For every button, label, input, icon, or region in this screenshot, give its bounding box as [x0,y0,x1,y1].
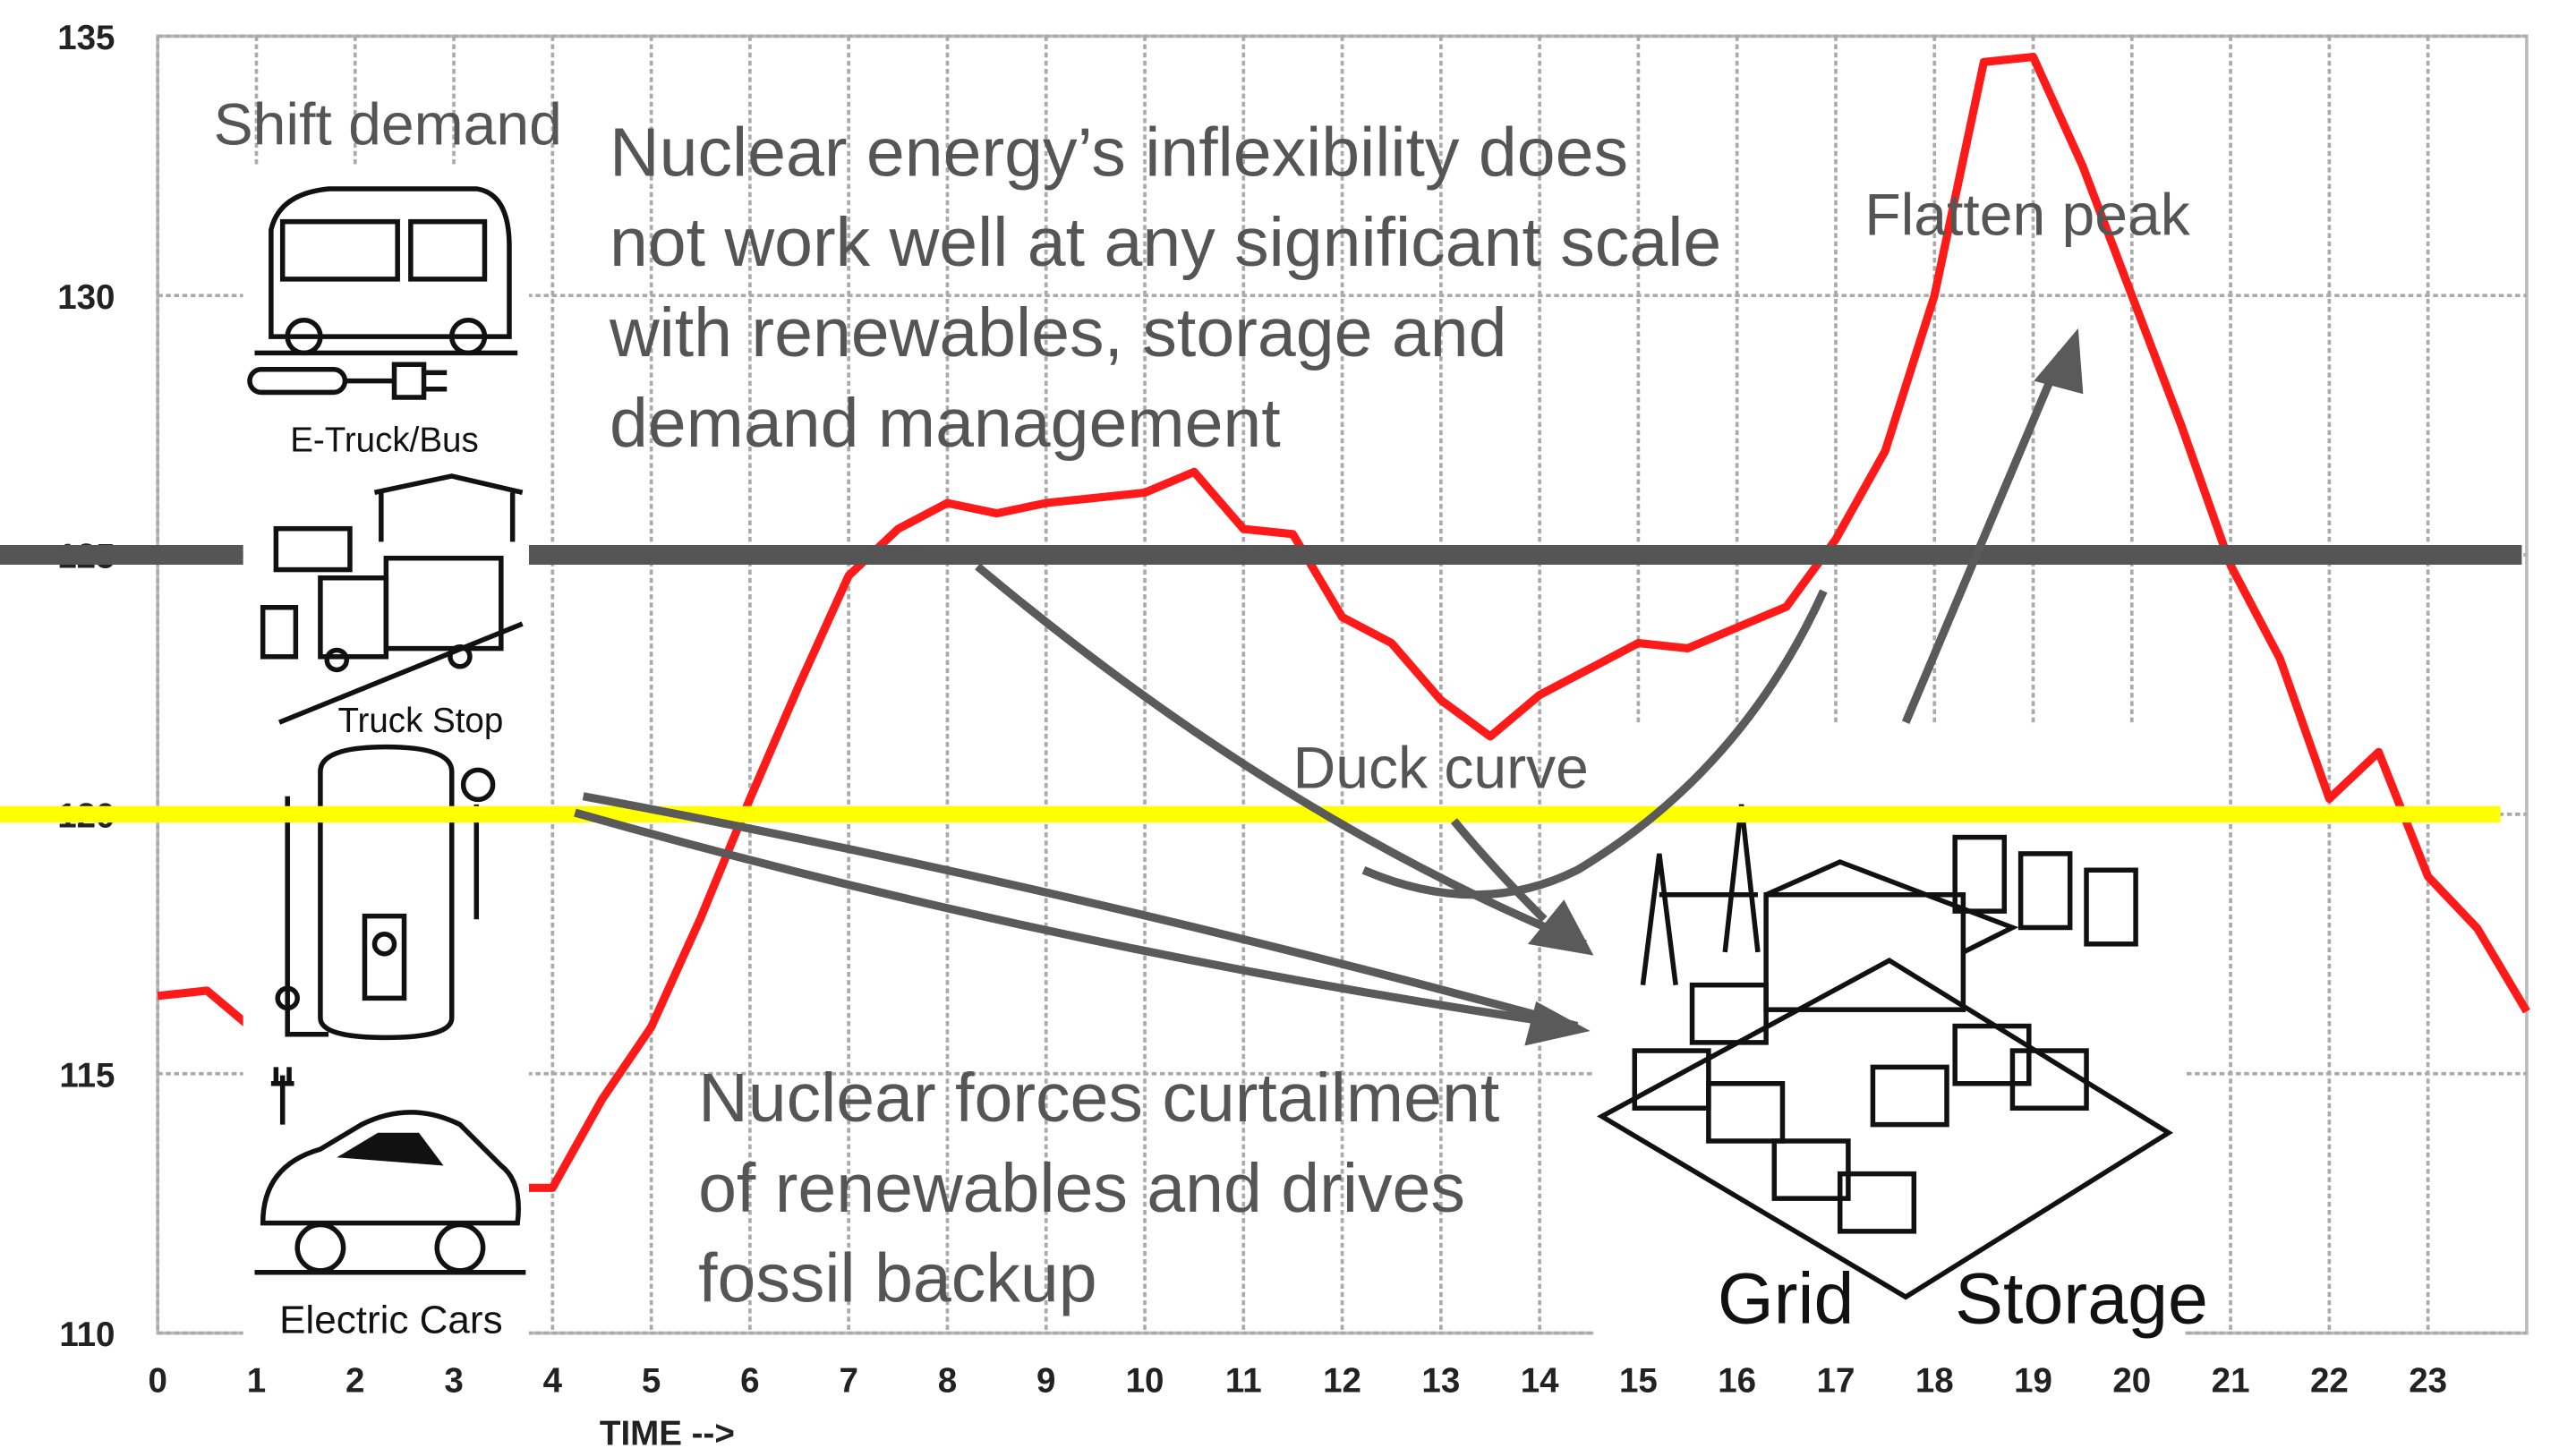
annotation: Flatten peak [1864,181,2191,247]
x-tick-label: 20 [2112,1362,2151,1401]
truck-stop-icon [260,473,524,725]
labels: Nuclear energy’s inflexibility does not w… [214,90,2208,1342]
y-tick-label: 110 [59,1316,115,1354]
car-icon [254,1067,526,1275]
x-tick-label: 9 [1036,1362,1055,1401]
annotation: demand management [610,385,1281,462]
annotation: of renewables and drives [698,1150,1465,1227]
x-tick-label: 2 [345,1362,364,1401]
x-tick-label: 6 [740,1362,759,1401]
x-tick-label: 21 [2212,1362,2250,1401]
icon-panels [243,164,2186,1347]
curve-layer [157,52,2530,1192]
load-line [157,52,2530,1192]
x-tick-label: 23 [2409,1362,2447,1401]
annotation: with renewables, storage and [609,294,1506,371]
annotation: Duck curve [1293,735,1589,801]
x-tick-label: 12 [1323,1362,1361,1401]
icon-label: Storage [1955,1259,2208,1340]
x-tick-label: 15 [1619,1362,1658,1401]
y-tick-label: 130 [57,278,115,317]
storage-icon [1597,804,2174,1300]
x-tick-label: 4 [543,1362,563,1401]
arrows [574,328,2084,1046]
arrowhead [2034,328,2084,395]
x-tick-label: 17 [1817,1362,1855,1401]
annotation: Nuclear energy’s inflexibility does [610,114,1628,191]
x-tick-label: 1 [247,1362,266,1401]
x-tick-label: 22 [2310,1362,2349,1401]
arrow [1450,818,1548,923]
arrowhead [1527,899,1594,956]
x-tick-label: 13 [1421,1362,1460,1401]
x-tick-label: 5 [642,1362,661,1401]
icon-label: Grid [1718,1259,1855,1340]
x-tick-label: 16 [1718,1362,1756,1401]
x-axis-label: TIME --> [600,1414,735,1448]
annotation: fossil backup [698,1240,1097,1317]
icon-label: Truck Stop [337,702,503,740]
y-tick-label: 115 [59,1056,115,1095]
bus-icon [247,186,518,400]
x-tick-label: 3 [444,1362,463,1401]
duck-arrow [1361,589,1828,899]
arrow [574,808,1578,1031]
arrow [582,792,1579,1030]
x-tick-label: 14 [1521,1362,1559,1401]
heater-icon [275,744,496,1041]
x-tick-label: 18 [1915,1362,1954,1401]
x-tick-label: 10 [1126,1362,1164,1401]
arrowhead [1524,1001,1591,1046]
reference-layer [0,545,2522,823]
x-tick-label: 8 [938,1362,957,1401]
x-tick-label: 7 [839,1362,857,1401]
annotation: not work well at any significant scale [610,204,1721,281]
arrow [1901,351,2066,724]
icon-label: Electric Cars [279,1299,503,1342]
y-tick-label: 135 [57,19,115,57]
x-tick-label: 0 [148,1362,166,1401]
annotation: Shift demand [214,90,562,157]
icon-label: E-Truck/Bus [290,421,479,459]
x-tick-label: 11 [1225,1362,1262,1401]
annotation: Nuclear forces curtailment [698,1060,1499,1137]
x-tick-label: 19 [2014,1362,2052,1401]
arrow [975,563,1587,949]
